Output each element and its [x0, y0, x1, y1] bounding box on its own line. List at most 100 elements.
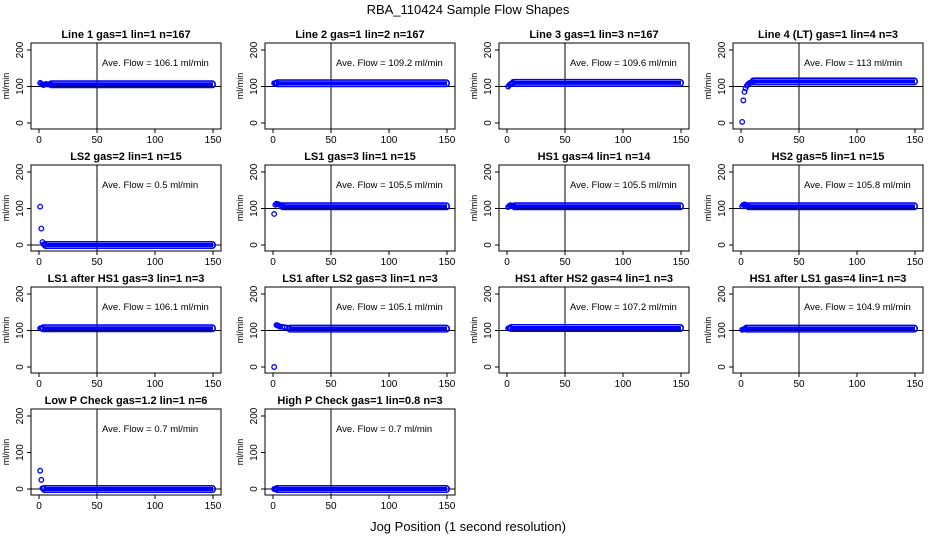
avg-flow-label: Ave. Flow = 109.2 ml/min — [336, 58, 443, 69]
panel-1: Line 1 gas=1 lin=1 n=167 0 50 100 150 0 100 200… — [1, 29, 222, 146]
x-tick-label: 50 — [325, 257, 337, 268]
x-tick-label: 50 — [325, 135, 337, 146]
data-point — [47, 81, 54, 88]
panel-title: Line 2 gas=1 lin=2 n=167 — [295, 29, 424, 41]
panel-title: High P Check gas=1 lin=0.8 n=3 — [277, 395, 442, 407]
x-tick-label: 0 — [504, 379, 510, 390]
data-point — [37, 467, 44, 474]
y-axis-title: ml/min — [469, 317, 479, 344]
y-tick-label: 200 — [483, 285, 494, 302]
y-tick-label: 0 — [483, 364, 494, 370]
panel-title: Low P Check gas=1.2 lin=1 n=6 — [45, 395, 208, 407]
x-tick-label: 150 — [673, 135, 690, 146]
y-tick-label: 100 — [15, 200, 26, 217]
x-tick-label: 50 — [91, 257, 103, 268]
panel-4: Line 4 (LT) gas=1 lin=4 n=3 0 50 100 150 0 100… — [703, 29, 924, 146]
y-tick-label: 0 — [249, 120, 260, 126]
data-point — [40, 485, 47, 492]
y-tick-label: 100 — [249, 78, 260, 95]
avg-flow-label: Ave. Flow = 104.9 ml/min — [804, 302, 911, 313]
data-point — [740, 97, 747, 104]
avg-flow-label: Ave. Flow = 106.1 ml/min — [102, 302, 209, 313]
x-tick-label: 150 — [907, 379, 924, 390]
y-tick-label: 200 — [717, 163, 728, 180]
y-axis-title: ml/min — [235, 73, 245, 100]
y-axis-title: ml/min — [1, 439, 11, 466]
y-tick-label: 200 — [717, 41, 728, 58]
panel-title: LS1 gas=3 lin=1 n=15 — [304, 151, 416, 163]
y-axis-title: ml/min — [703, 317, 713, 344]
panel-7: HS1 gas=4 lin=1 n=14 0 50 100 150 0 100 200 ml/m… — [469, 151, 690, 268]
data-point — [273, 486, 280, 492]
y-tick-label: 100 — [249, 322, 260, 339]
y-tick-label: 200 — [15, 41, 26, 58]
x-tick-label: 50 — [793, 257, 805, 268]
y-tick-label: 0 — [483, 242, 494, 248]
data-point — [38, 476, 45, 483]
panel-title: HS1 after HS2 gas=4 lin=1 n=3 — [515, 273, 673, 285]
data-point — [41, 241, 48, 248]
y-axis-title: ml/min — [469, 73, 479, 100]
x-tick-label: 100 — [381, 501, 398, 512]
x-tick-label: 50 — [325, 501, 337, 512]
y-tick-label: 200 — [249, 163, 260, 180]
avg-flow-label: Ave. Flow = 0.7 ml/min — [102, 424, 198, 435]
x-tick-label: 0 — [270, 379, 276, 390]
x-tick-label: 150 — [907, 257, 924, 268]
data-point — [283, 324, 290, 331]
y-axis-title: ml/min — [703, 195, 713, 222]
y-axis-title: ml/min — [469, 195, 479, 222]
panel-13: Low P Check gas=1.2 lin=1 n=6 0 50 100 150 0 1… — [1, 395, 222, 512]
y-tick-label: 200 — [15, 163, 26, 180]
data-point — [39, 325, 46, 332]
panel-title: Line 3 gas=1 lin=3 n=167 — [529, 29, 658, 41]
y-tick-label: 0 — [249, 486, 260, 492]
y-axis-title: ml/min — [1, 317, 11, 344]
y-axis-title: ml/min — [235, 195, 245, 222]
data-point — [509, 80, 516, 87]
x-tick-label: 150 — [439, 379, 456, 390]
y-tick-label: 0 — [15, 120, 26, 126]
y-axis-title: ml/min — [1, 195, 11, 222]
panel-5: LS2 gas=2 lin=1 n=15 0 50 100 150 0 100 200 ml/m… — [1, 151, 222, 268]
x-tick-label: 50 — [559, 257, 571, 268]
plot-frame — [264, 408, 456, 496]
x-tick-label: 100 — [615, 379, 632, 390]
plot-frame — [30, 164, 222, 252]
data-point — [745, 202, 751, 209]
panel-14: High P Check gas=1 lin=0.8 n=3 0 50 100 150 0… — [235, 395, 456, 512]
y-tick-label: 100 — [15, 444, 26, 461]
x-tick-label: 0 — [36, 135, 42, 146]
x-tick-label: 150 — [907, 135, 924, 146]
x-axis-title: Jog Position (1 second resolution) — [370, 519, 566, 534]
panel-title: LS2 gas=2 lin=1 n=15 — [70, 151, 182, 163]
panel-title: HS2 gas=5 lin=1 n=15 — [772, 151, 885, 163]
y-tick-label: 0 — [717, 242, 728, 248]
x-tick-label: 100 — [147, 257, 164, 268]
y-tick-label: 100 — [717, 322, 728, 339]
x-tick-label: 0 — [738, 135, 744, 146]
x-tick-label: 100 — [849, 135, 866, 146]
x-tick-label: 100 — [849, 257, 866, 268]
y-axis-title: ml/min — [235, 439, 245, 466]
y-tick-label: 100 — [483, 200, 494, 217]
panel-11: HS1 after HS2 gas=4 lin=1 n=3 0 50 100 150 0 1… — [469, 273, 690, 390]
x-tick-label: 50 — [559, 379, 571, 390]
x-tick-label: 50 — [793, 135, 805, 146]
panel-title: LS1 after HS1 gas=3 lin=1 n=3 — [48, 273, 205, 285]
avg-flow-label: Ave. Flow = 107.2 ml/min — [570, 302, 677, 313]
panel-6: LS1 gas=3 lin=1 n=15 0 50 100 150 0 100 200 ml/m… — [235, 151, 456, 268]
avg-flow-label: Ave. Flow = 105.8 ml/min — [804, 180, 911, 191]
data-point — [749, 79, 756, 86]
panel-9: LS1 after HS1 gas=3 lin=1 n=3 0 50 100 150 0 1… — [1, 273, 222, 390]
panel-title: HS1 after LS1 gas=4 lin=1 n=3 — [750, 273, 907, 285]
y-tick-label: 0 — [15, 364, 26, 370]
y-tick-label: 0 — [15, 242, 26, 248]
avg-flow-label: Ave. Flow = 0.5 ml/min — [102, 180, 198, 191]
y-tick-label: 100 — [15, 78, 26, 95]
avg-flow-label: Ave. Flow = 0.7 ml/min — [336, 424, 432, 435]
data-point — [273, 80, 280, 87]
y-tick-label: 200 — [483, 41, 494, 58]
avg-flow-label: Ave. Flow = 106.1 ml/min — [102, 58, 209, 69]
